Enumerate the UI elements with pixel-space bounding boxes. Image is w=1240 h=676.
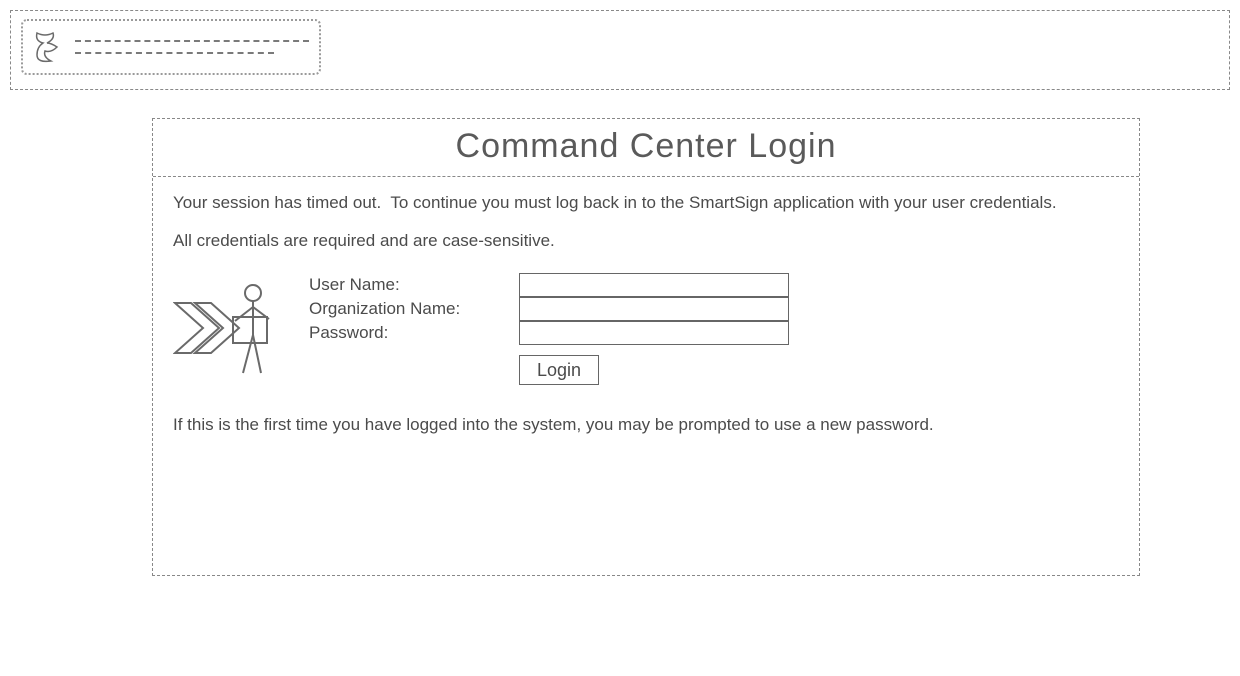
brand-text-placeholder [75, 40, 309, 54]
first-login-hint: If this is the first time you have logge… [173, 415, 1119, 435]
brand-chip [21, 19, 321, 75]
login-panel: Command Center Login Your session has ti… [152, 118, 1140, 576]
password-input[interactable] [519, 321, 789, 345]
brand-line-1 [75, 40, 309, 42]
login-button[interactable]: Login [519, 355, 599, 385]
username-label: User Name: [309, 275, 509, 295]
login-person-icon [173, 273, 283, 383]
session-timeout-message: Your session has timed out. To continue … [173, 193, 1119, 213]
login-form: User Name: Organization Name: Password: … [173, 273, 1119, 385]
password-label: Password: [309, 323, 509, 343]
orgname-input[interactable] [519, 297, 789, 321]
login-body: Your session has timed out. To continue … [153, 177, 1139, 575]
orgname-label: Organization Name: [309, 299, 509, 319]
brand-line-2 [75, 52, 274, 54]
top-toolbar [10, 10, 1230, 90]
login-title: Command Center Login [153, 119, 1139, 177]
username-input[interactable] [519, 273, 789, 297]
credentials-required-message: All credentials are required and are cas… [173, 231, 1119, 251]
login-field-grid: User Name: Organization Name: Password: … [309, 273, 799, 385]
brand-logo-icon [33, 29, 67, 65]
